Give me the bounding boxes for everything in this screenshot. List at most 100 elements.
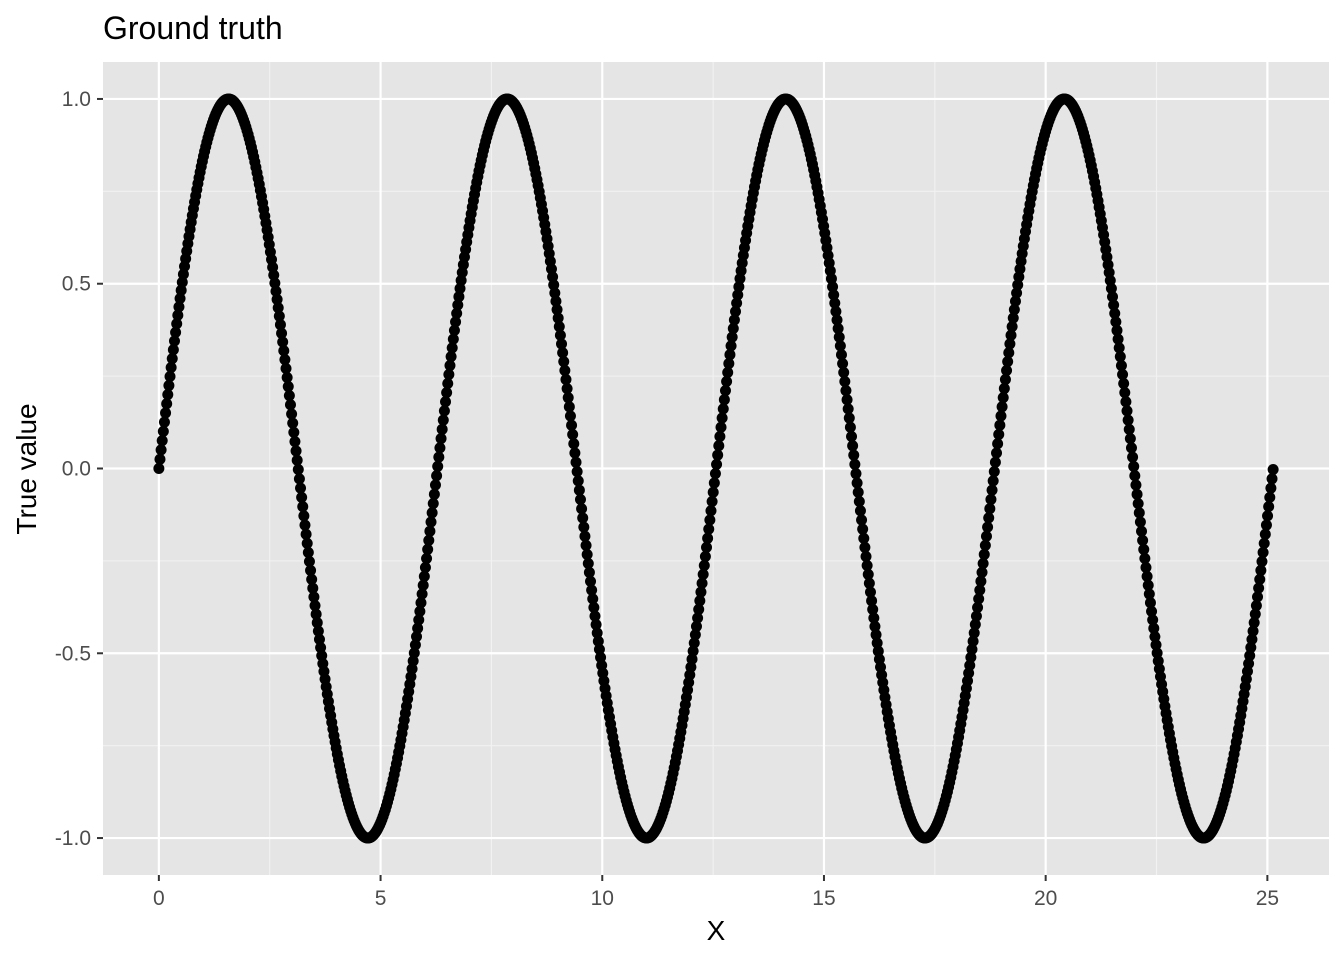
data-point: [1121, 405, 1133, 417]
data-point: [723, 358, 735, 370]
data-point: [1012, 279, 1024, 291]
data-point: [452, 299, 464, 311]
data-point: [831, 314, 843, 326]
data-point: [154, 453, 166, 465]
data-point: [702, 532, 714, 544]
data-point: [1113, 342, 1125, 354]
data-point: [414, 605, 426, 617]
data-point: [444, 360, 456, 372]
data-point: [989, 456, 1001, 468]
data-point: [1246, 633, 1258, 645]
data-point: [315, 642, 327, 654]
data-point: [576, 503, 588, 515]
data-point: [999, 374, 1011, 386]
y-axis-title: True value: [11, 403, 42, 534]
data-point: [1115, 360, 1127, 372]
data-point: [717, 403, 729, 415]
data-point: [1108, 299, 1120, 311]
data-point: [1142, 579, 1154, 591]
data-point: [983, 512, 995, 524]
data-point: [288, 426, 300, 438]
data-point: [1124, 433, 1136, 445]
data-point: [1144, 597, 1156, 609]
data-point: [1130, 479, 1142, 491]
data-point: [306, 573, 318, 585]
data-point: [972, 602, 984, 614]
data-point: [839, 376, 851, 388]
data-point: [1128, 460, 1140, 472]
data-point: [712, 449, 724, 461]
data-point: [173, 301, 185, 313]
data-point: [979, 539, 991, 551]
data-point: [1248, 617, 1260, 629]
data-point: [549, 287, 561, 299]
data-point: [303, 555, 315, 567]
data-point: [1148, 622, 1160, 634]
data-point: [705, 505, 717, 517]
data-point: [167, 344, 179, 356]
data-point: [547, 271, 559, 283]
data-point: [283, 390, 295, 402]
data-point: [295, 482, 307, 494]
data-point: [718, 394, 730, 406]
data-point: [984, 503, 996, 515]
y-tick-label: -0.5: [55, 642, 91, 665]
data-point: [1001, 365, 1013, 377]
data-point: [270, 285, 282, 297]
data-point: [1004, 338, 1016, 350]
data-point: [843, 412, 855, 424]
data-point: [582, 557, 594, 569]
data-point: [1247, 625, 1259, 637]
data-point: [440, 396, 452, 408]
data-point: [558, 356, 570, 368]
data-point: [311, 617, 323, 629]
data-point: [986, 484, 998, 496]
data-point: [692, 612, 704, 624]
data-point: [445, 351, 457, 363]
data-point: [578, 521, 590, 533]
data-point: [869, 620, 881, 632]
data-point: [571, 466, 583, 478]
data-point: [448, 324, 460, 336]
data-point: [707, 486, 719, 498]
data-point: [864, 586, 876, 598]
data-point: [830, 306, 842, 317]
data-point: [1122, 414, 1134, 426]
data-point: [302, 546, 314, 558]
data-point: [1127, 451, 1139, 463]
data-point: [703, 523, 715, 535]
data-point: [428, 488, 440, 500]
data-point: [163, 380, 175, 392]
data-point: [293, 473, 305, 485]
data-point: [162, 389, 174, 401]
data-point: [592, 635, 604, 647]
data-point: [418, 570, 430, 582]
data-point: [1138, 543, 1150, 555]
data-point: [838, 367, 850, 379]
data-point: [437, 414, 449, 426]
data-point: [409, 639, 421, 651]
data-point: [308, 591, 320, 603]
data-point: [866, 595, 878, 607]
y-tick-label: 0.5: [62, 273, 91, 296]
data-point: [441, 387, 453, 399]
data-point: [856, 514, 868, 526]
data-point: [591, 627, 603, 639]
data-point: [412, 622, 424, 634]
data-point: [725, 340, 737, 352]
data-point: [168, 335, 180, 347]
data-point: [1117, 369, 1129, 381]
data-point: [1259, 528, 1271, 540]
data-point: [1143, 588, 1155, 600]
data-point: [559, 365, 571, 377]
data-point: [454, 283, 466, 295]
data-point: [290, 445, 302, 457]
data-point: [852, 486, 864, 498]
data-point: [160, 407, 172, 419]
data-point: [309, 600, 321, 612]
data-point: [997, 392, 1009, 404]
data-point: [158, 416, 170, 428]
data-point: [301, 537, 313, 549]
data-point: [1149, 631, 1161, 643]
